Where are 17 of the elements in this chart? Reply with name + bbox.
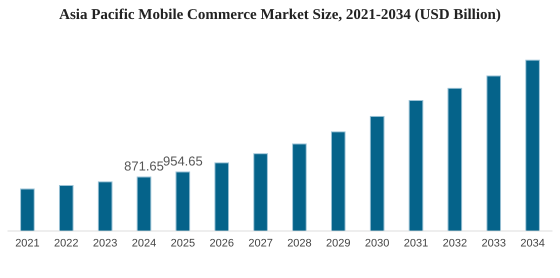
x-tick-label: 2025 [170, 237, 196, 250]
x-tick-label: 2023 [92, 237, 118, 250]
x-tick-label: 2034 [520, 237, 545, 250]
x-tick-label: 2022 [54, 237, 79, 250]
x-tick-label: 2028 [287, 237, 312, 250]
x-tick-label: 2021 [15, 237, 40, 250]
x-tick-label: 2027 [248, 237, 273, 250]
data-label: 954.65 [162, 153, 203, 168]
x-tick-label: 2024 [132, 237, 156, 250]
x-tick-label: 2029 [326, 237, 351, 250]
x-tick-label: 2030 [364, 237, 390, 250]
x-tick-label: 2031 [404, 237, 428, 250]
x-tick-label: 2033 [481, 237, 506, 250]
x-tick-label: 2032 [442, 237, 468, 250]
x-tick-label: 2026 [209, 237, 234, 250]
chart-title: Asia Pacific Mobile Commerce Market Size, 2021-2034 (USD Billion) [59, 6, 501, 23]
data-label: 871.65 [124, 158, 164, 174]
